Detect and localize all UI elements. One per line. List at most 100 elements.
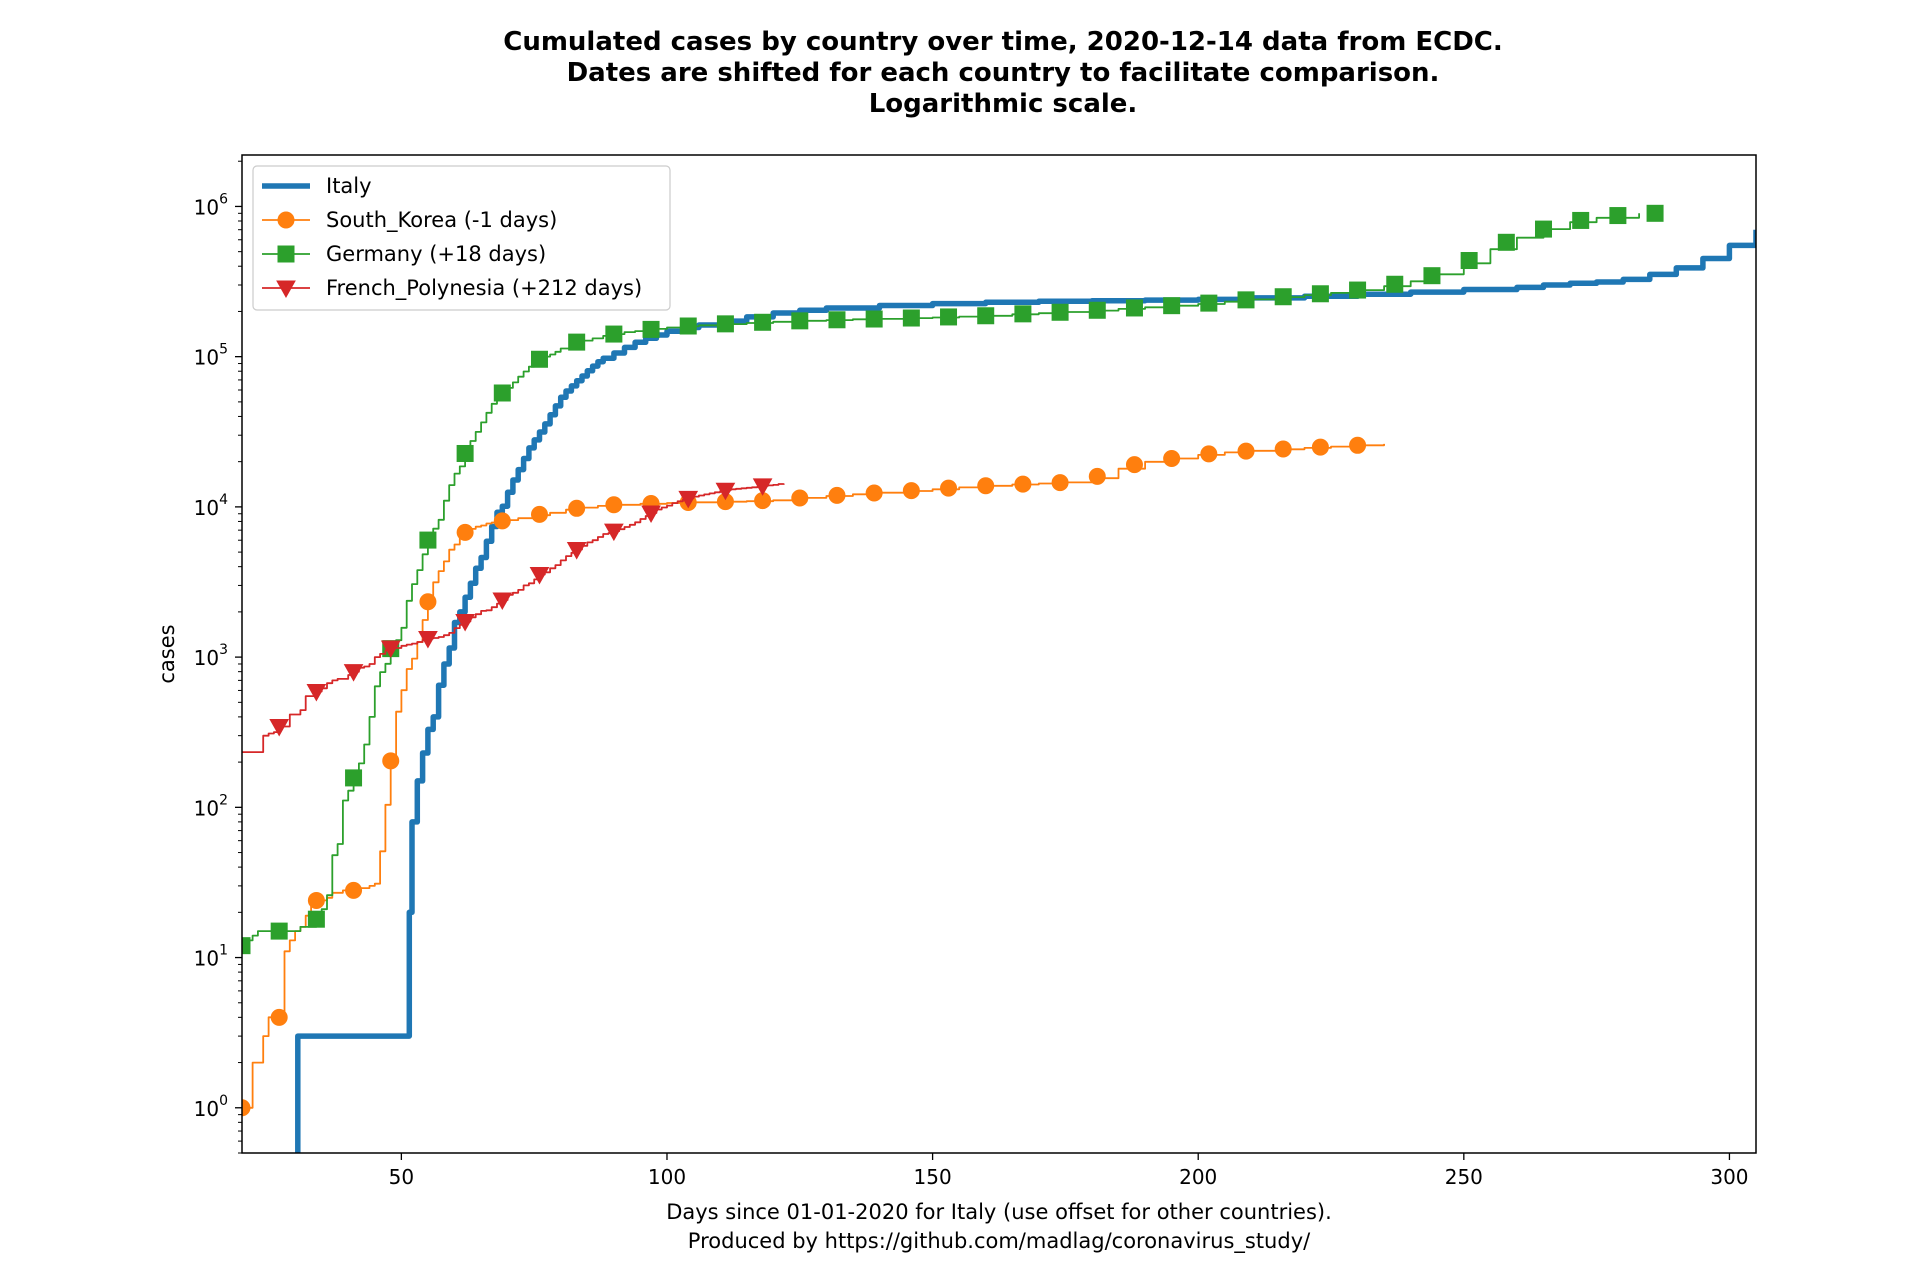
series-2-point-27 (1237, 291, 1255, 309)
y-tick-label-1: 101 (194, 943, 228, 971)
y-tick-label-6: 106 (194, 191, 228, 219)
series-3-point-11 (678, 490, 699, 509)
series-layer (242, 204, 1756, 1153)
series-2-point-30 (1349, 281, 1367, 299)
series-1-point-10 (605, 496, 623, 514)
x-tick-label-4: 250 (1445, 1165, 1483, 1189)
series-2-point-26 (1200, 294, 1218, 312)
series-3-point-0 (269, 719, 290, 737)
x-tick-label-2: 150 (914, 1165, 952, 1189)
series-2-point-10 (605, 325, 623, 343)
series-3-point-8 (566, 542, 587, 560)
y-tick-label-3: 103 (194, 642, 228, 670)
legend-marker-1 (277, 211, 295, 229)
series-3-point-2 (343, 664, 364, 682)
series-1-point-1 (270, 1008, 288, 1026)
series-3-point-13 (752, 478, 773, 496)
series-1-point-28 (1274, 440, 1292, 458)
series-3-point-1 (306, 684, 327, 702)
legend-marker-3 (276, 280, 296, 299)
series-2-point-15 (791, 312, 809, 330)
chart-title-line-2: Dates are shifted for each country to fa… (567, 58, 1440, 88)
series-3-point-4 (418, 631, 438, 649)
series-2 (242, 204, 1664, 955)
legend-label-3: French_Polynesia (+212 days) (326, 276, 642, 301)
series-2-point-17 (865, 310, 883, 328)
series-2-point-12 (679, 317, 697, 335)
series-2-point-21 (1014, 305, 1032, 323)
series-2-point-9 (568, 333, 586, 351)
series-line-3 (242, 483, 785, 753)
series-1-point-3 (345, 881, 363, 899)
series-1-point-21 (1014, 475, 1032, 493)
series-2-point-7 (493, 384, 511, 402)
legend-label-0: Italy (326, 174, 372, 198)
series-2-point-19 (940, 308, 958, 326)
series-2-point-23 (1088, 301, 1106, 319)
series-2-point-38 (1646, 204, 1664, 222)
series-3-point-10 (641, 505, 661, 524)
series-1-point-8 (530, 505, 548, 523)
y-axis-label: cases (155, 624, 179, 683)
y-tick-label-4: 104 (194, 492, 228, 520)
series-2-point-0 (242, 937, 251, 955)
x-tick-label-5: 300 (1710, 1165, 1748, 1189)
legend-box (252, 165, 671, 311)
y-tick-label-5: 105 (194, 342, 228, 370)
x-tick-label-3: 200 (1179, 1165, 1217, 1189)
chart-title: Cumulated cases by country over time, 20… (503, 27, 1503, 119)
series-2-point-25 (1163, 297, 1181, 315)
chart-title-line-3: Logarithmic scale. (869, 89, 1138, 119)
series-2-point-32 (1423, 267, 1441, 285)
series-3-point-7 (529, 566, 550, 585)
legend-label-1: South_Korea (-1 days) (326, 208, 557, 233)
series-2-point-11 (642, 320, 660, 338)
series-2-point-37 (1609, 207, 1627, 225)
series-2-point-3 (345, 769, 363, 787)
series-1-point-7 (493, 512, 511, 530)
series-2-point-36 (1572, 211, 1590, 229)
series-3-point-9 (604, 523, 624, 542)
series-1-point-23 (1088, 467, 1106, 485)
series-2-point-8 (530, 350, 548, 368)
x-axis-label-line-2: Produced by https://github.com/madlag/co… (688, 1229, 1311, 1254)
series-2-point-24 (1125, 299, 1143, 317)
legend-marker-2 (277, 245, 295, 263)
series-2-point-13 (716, 315, 734, 333)
series-1-point-30 (1349, 436, 1367, 454)
series-1-point-18 (902, 482, 920, 500)
series-2-point-1 (270, 922, 288, 940)
series-2-point-35 (1535, 220, 1553, 238)
series-1-point-17 (865, 484, 883, 502)
series-1-point-29 (1311, 438, 1329, 456)
x-axis: 50 100 150 200 250 300 (389, 1153, 1749, 1189)
series-1-point-5 (419, 593, 437, 611)
series-2-point-22 (1051, 303, 1069, 321)
plot-frame (241, 154, 1757, 1154)
series-2-point-16 (828, 311, 846, 329)
series-3-point-3 (380, 640, 401, 659)
legend: Italy South_Korea (-1 days) Germany (+18 d… (252, 165, 671, 311)
series-1-point-16 (828, 486, 846, 504)
series-1-point-9 (568, 499, 586, 517)
x-axis-label: Days since 01-01-2020 for Italy (use off… (666, 1200, 1332, 1254)
series-2-point-33 (1460, 252, 1478, 270)
series-2-point-31 (1386, 275, 1404, 293)
series-2-point-34 (1497, 233, 1515, 251)
series-3-point-5 (455, 613, 475, 632)
y-tick-label-0: 100 (194, 1093, 228, 1121)
series-1-point-20 (977, 477, 995, 495)
series-2-point-28 (1274, 288, 1292, 306)
series-1-point-15 (791, 489, 809, 507)
series-3-point-12 (715, 482, 736, 501)
x-axis-label-line-1: Days since 01-01-2020 for Italy (use off… (666, 1200, 1332, 1224)
chart-title-line-1: Cumulated cases by country over time, 20… (503, 27, 1503, 57)
series-3-point-6 (492, 592, 513, 611)
y-axis: 100 101 102 103 104 105 106 (194, 160, 242, 1154)
series-1-point-0 (242, 1099, 251, 1117)
series-2-point-5 (419, 531, 437, 549)
legend-label-2: Germany (+18 days) (326, 242, 546, 266)
series-1-point-25 (1163, 449, 1181, 467)
series-2-point-6 (456, 444, 474, 462)
